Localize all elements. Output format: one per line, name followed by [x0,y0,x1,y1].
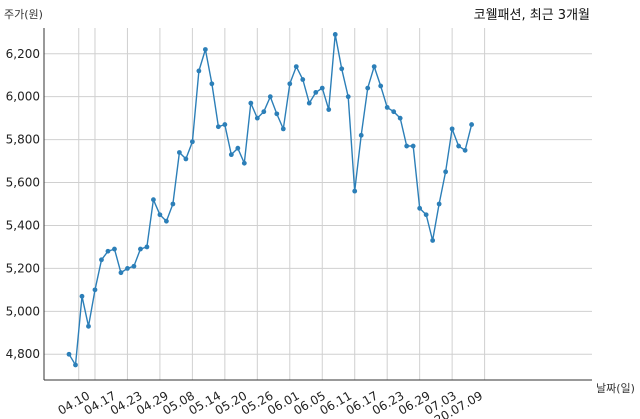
data-point [144,244,150,250]
y-tick-label: 5,400 [6,218,40,232]
data-point [326,107,332,112]
data-point [157,212,163,218]
data-point [86,323,91,329]
data-point [371,64,377,70]
y-tick-label: 5,200 [6,261,40,275]
data-point [170,201,176,207]
data-point [241,160,247,166]
data-point [235,145,241,151]
data-point [261,109,267,115]
data-point [183,156,189,162]
data-point [176,150,182,155]
data-point [105,248,111,254]
data-point [313,89,319,95]
data-point [215,124,221,130]
data-point [138,246,143,252]
data-point [267,94,273,100]
y-tick-label: 4,800 [6,347,40,361]
data-point [293,64,299,70]
grid [44,28,592,380]
x-tick-labels: 04.1004.1704.2304.2905.0805.1405.2005.26… [55,388,485,419]
data-point [131,263,137,269]
data-point [151,197,156,203]
data-point [228,152,234,158]
data-point [332,32,338,37]
y-tick-label: 5,000 [6,304,40,318]
y-axis-title: 주가(원) [4,8,43,21]
axes [43,28,592,381]
data-point [222,122,228,127]
data-point [339,66,345,72]
data-point [449,126,455,132]
data-point [352,188,358,194]
data-point [391,109,397,115]
data-point [436,201,442,207]
y-tick-label: 5,600 [6,176,40,190]
chart-title: 코웰패션, 최근 3개월 [474,8,590,23]
data-point [118,270,124,276]
data-point [469,122,475,127]
data-point [397,115,403,121]
data-point [202,47,208,52]
data-point [358,132,364,138]
data-point [417,205,423,211]
data-point [430,238,436,243]
data-point [287,81,293,87]
x-axis-title: 날짜(일) [596,381,635,395]
data-point [73,362,78,368]
data-point [378,83,384,89]
data-point [209,81,215,87]
y-tick-label: 5,800 [6,133,40,147]
price-series [66,32,475,368]
data-point [66,351,72,357]
data-point [319,85,325,91]
data-point [300,77,306,82]
data-point [79,293,85,299]
data-point [456,143,462,149]
data-point [254,115,260,121]
data-point [99,257,104,263]
data-point [92,287,98,293]
y-tick-label: 6,000 [6,90,40,104]
data-point [410,143,416,149]
data-point [345,94,351,100]
data-point [462,147,468,153]
data-point [248,100,254,106]
data-point [189,139,195,145]
data-point [384,105,390,110]
data-point [164,218,169,224]
data-point [274,111,280,117]
series-line [68,34,473,368]
data-point [280,126,286,132]
y-tick-labels: 4,800 5,000 5,200 5,400 5,600 5,800 6,000 6,200 [6,47,40,361]
data-point [443,169,449,175]
data-point [306,100,312,106]
data-point [365,85,371,91]
data-point [404,143,410,149]
data-point [125,265,130,271]
data-point [423,212,429,218]
y-tick-label: 6,200 [6,47,40,61]
data-point [112,246,117,252]
data-point [196,68,202,74]
